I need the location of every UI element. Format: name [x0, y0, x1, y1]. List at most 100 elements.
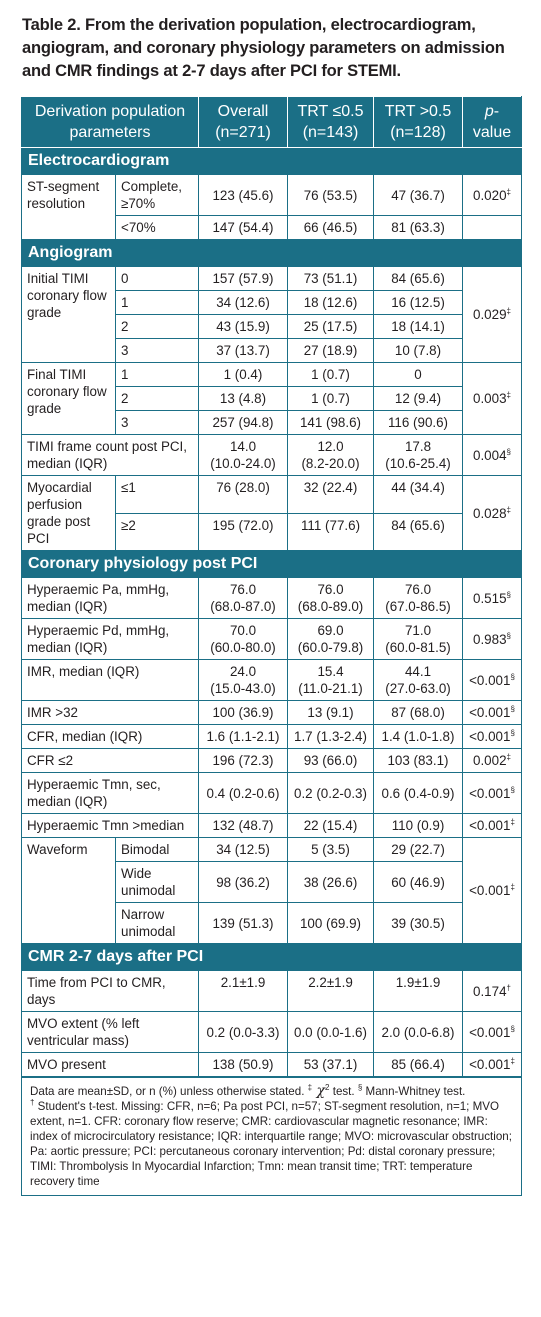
table-title: Table 2. From the derivation population,…: [22, 16, 505, 80]
cell-overall: 43 (15.9): [198, 314, 288, 339]
table-row: CFR ≤2 196 (72.3) 93 (66.0) 103 (83.1) 0…: [21, 748, 522, 773]
cell-trt-le: 15.4 (11.0-21.1): [287, 659, 374, 701]
cell-trt-gt: 103 (83.1): [373, 748, 463, 773]
cell-p: <0.001‡: [462, 837, 522, 944]
cell-trt-le: 25 (17.5): [287, 314, 374, 339]
table-row: 2 43 (15.9) 25 (17.5) 18 (14.1): [22, 314, 522, 339]
cell-trt-gt: 17.8 (10.6-25.4): [373, 434, 463, 476]
row-sublabel: ≤1: [115, 475, 199, 514]
table-row: IMR, median (IQR) 24.0 (15.0-43.0) 15.4 (1…: [21, 659, 522, 701]
cell-overall: 1 (0.4): [198, 362, 288, 387]
cell-trt-gt: 1.9±1.9: [373, 970, 463, 1012]
row-sublabel: 3: [115, 410, 199, 435]
cell-trt-gt: 0.6 (0.4-0.9): [373, 772, 463, 814]
cell-overall: 257 (94.8): [198, 410, 288, 435]
cell-trt-gt: 76.0 (67.0-86.5): [373, 577, 463, 619]
row-sublabel: 1: [115, 362, 199, 387]
cell-overall: 196 (72.3): [198, 748, 288, 773]
cell-p: <0.001§: [462, 700, 522, 725]
table-row: Hyperaemic Pa, mmHg, median (IQR) 76.0 (6…: [21, 577, 522, 619]
cell-overall: 123 (45.6): [198, 174, 288, 216]
cell-trt-le: 22 (15.4): [287, 813, 374, 838]
cell-trt-gt: 44 (34.4): [373, 475, 463, 514]
cell-trt-le: 73 (51.1): [287, 266, 374, 291]
cell-trt-le: 53 (37.1): [287, 1052, 374, 1078]
row-sublabel: 0: [115, 266, 199, 291]
cell-p: 0.028‡: [462, 475, 522, 551]
cell-trt-le: 13 (9.1): [287, 700, 374, 725]
row-label: Hyperaemic Pd, mmHg, median (IQR): [21, 618, 199, 660]
cell-trt-gt: 10 (7.8): [373, 338, 463, 363]
table-row: MVO extent (% left ventricular mass) 0.2…: [21, 1011, 522, 1053]
header-trt-gt: TRT >0.5 (n=128): [373, 96, 463, 148]
cell-trt-le: 1.7 (1.3-2.4): [287, 724, 374, 749]
row-sublabel: Wide unimodal: [115, 861, 199, 903]
cell-p: <0.001§: [462, 1011, 522, 1053]
row-label: Initial TIMI coronary flow grade: [21, 266, 116, 363]
cell-p: 0.004§: [462, 434, 522, 476]
row-sublabel: 2: [115, 386, 199, 411]
section-cmr: CMR 2-7 days after PCI: [21, 943, 522, 971]
data-table: Derivation population parameters Overall…: [21, 96, 522, 1196]
cell-trt-le: 0.2 (0.2-0.3): [287, 772, 374, 814]
cell-trt-gt: 116 (90.6): [373, 410, 463, 435]
cell-overall: 2.1±1.9: [198, 970, 288, 1012]
row-sublabel: Narrow unimodal: [115, 902, 199, 944]
row-label: MVO present: [21, 1052, 199, 1078]
row-label: MVO extent (% left ventricular mass): [21, 1011, 199, 1053]
cell-trt-le: 1 (0.7): [287, 362, 374, 387]
cell-overall: 14.0 (10.0-24.0): [198, 434, 288, 476]
table-row: Initial TIMI coronary flow grade 0 157 (…: [21, 266, 522, 363]
cell-trt-gt: 2.0 (0.0-6.8): [373, 1011, 463, 1053]
cell-trt-gt: 0: [373, 362, 463, 387]
row-sublabel: 3: [115, 338, 199, 363]
cell-overall: 132 (48.7): [198, 813, 288, 838]
section-ecg: Electrocardiogram: [21, 147, 522, 175]
row-sublabel: 1: [115, 290, 199, 315]
table-row: Myocardial perfusion grade post PCI ≤1 7…: [21, 475, 522, 551]
cell-trt-le: 0.0 (0.0-1.6): [287, 1011, 374, 1053]
cell-overall: 138 (50.9): [198, 1052, 288, 1078]
cell-trt-gt: 12 (9.4): [373, 386, 463, 411]
cell-trt-gt: 47 (36.7): [373, 174, 463, 216]
cell-trt-le: 2.2±1.9: [287, 970, 374, 1012]
row-sublabel: Bimodal: [115, 837, 199, 862]
footnote-row: Data are mean±SD, or n (%) unless otherw…: [21, 1076, 522, 1196]
row-label: Hyperaemic Tmn, sec, median (IQR): [21, 772, 199, 814]
section-row: Electrocardiogram: [21, 147, 522, 175]
section-phys: Coronary physiology post PCI: [21, 550, 522, 578]
row-label: CFR, median (IQR): [21, 724, 199, 749]
cell-trt-le: 100 (69.9): [287, 902, 374, 944]
header-param: Derivation population parameters: [21, 96, 199, 148]
cell-trt-le: 111 (77.6): [287, 512, 374, 551]
cell-overall: 100 (36.9): [198, 700, 288, 725]
section-row: CMR 2-7 days after PCI: [21, 943, 522, 971]
header-trt-le: TRT ≤0.5 (n=143): [287, 96, 374, 148]
header-p-value: p-value: [462, 96, 522, 148]
table-row: Narrow unimodal 139 (51.3) 100 (69.9) 39…: [22, 902, 522, 944]
row-sublabel: 2: [115, 314, 199, 339]
cell-trt-le: 27 (18.9): [287, 338, 374, 363]
row-label: Myocardial perfusion grade post PCI: [21, 475, 116, 551]
row-sublabel: <70%: [115, 215, 199, 240]
header-overall: Overall (n=271): [198, 96, 288, 148]
row-label: Hyperaemic Pa, mmHg, median (IQR): [21, 577, 199, 619]
cell-trt-gt: 84 (65.6): [373, 512, 463, 551]
section-row: Angiogram: [21, 239, 522, 267]
cell-trt-gt: 71.0 (60.0-81.5): [373, 618, 463, 660]
table-row: Hyperaemic Pd, mmHg, median (IQR) 70.0 (6…: [21, 618, 522, 660]
table-row: Time from PCI to CMR, days 2.1±1.9 2.2±1…: [21, 970, 522, 1012]
cell-p: <0.001‡: [462, 1052, 522, 1078]
table-row: CFR, median (IQR) 1.6 (1.1-2.1) 1.7 (1.3…: [21, 724, 522, 749]
cell-overall: 1.6 (1.1-2.1): [198, 724, 288, 749]
table-row: <70% 147 (54.4) 66 (46.5) 81 (63.3): [22, 215, 522, 240]
cell-trt-le: 1 (0.7): [287, 386, 374, 411]
cell-overall: 13 (4.8): [198, 386, 288, 411]
cell-trt-gt: 85 (66.4): [373, 1052, 463, 1078]
row-label: IMR, median (IQR): [21, 659, 199, 701]
table-row: MVO present 138 (50.9) 53 (37.1) 85 (66.…: [21, 1052, 522, 1078]
row-sublabel: Complete, ≥70%: [115, 174, 199, 216]
table-row: Final TIMI coronary flow grade 1 1 (0.4)…: [21, 362, 522, 435]
cell-trt-gt: 81 (63.3): [373, 215, 463, 240]
cell-overall: 24.0 (15.0-43.0): [198, 659, 288, 701]
